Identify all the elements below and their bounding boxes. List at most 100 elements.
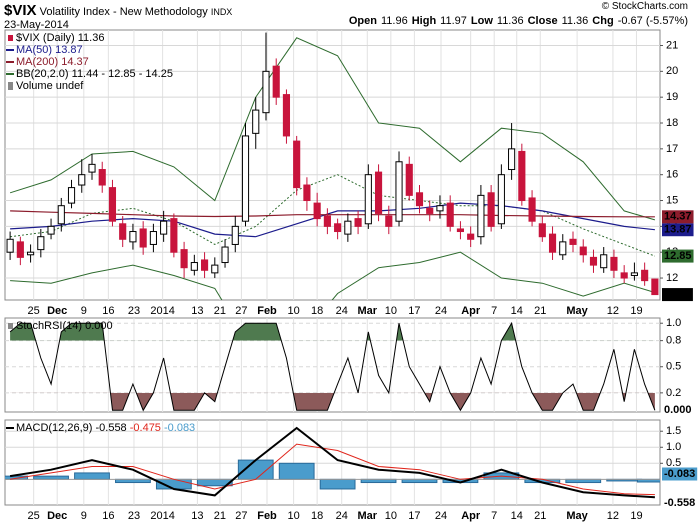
date: 23-May-2014 xyxy=(4,19,69,31)
x-tick-label: 10 xyxy=(385,510,397,522)
candle-body xyxy=(282,94,291,137)
x-tick-label: 10 xyxy=(287,305,299,317)
last-value-box xyxy=(662,403,694,417)
candle-body xyxy=(334,223,342,233)
x-tick-label: 23 xyxy=(128,305,140,317)
y-tick-label: 12 xyxy=(666,272,678,284)
exchange: INDX xyxy=(210,7,233,17)
y-tick-label: 21 xyxy=(666,39,678,51)
panel-frame xyxy=(4,29,661,301)
candle-body xyxy=(415,192,424,207)
x-tick-label: 24 xyxy=(435,510,447,522)
x-tick-label: 18 xyxy=(311,305,323,317)
x-tick-label: 19 xyxy=(630,510,642,522)
x-tick-label: 13 xyxy=(191,305,203,317)
candle-body xyxy=(252,109,260,134)
candle-body xyxy=(467,233,475,240)
legend-text: 0.000 xyxy=(85,320,113,332)
plot-area xyxy=(9,321,656,412)
candle-body xyxy=(57,205,65,225)
quote-value: 11.36 xyxy=(561,15,589,27)
y-tick-label: 1.0 xyxy=(666,441,681,453)
x-tick-label: 12 xyxy=(607,510,619,522)
last-value: 0.000 xyxy=(664,404,692,416)
x-tick-label: 14 xyxy=(511,305,523,317)
last-value: 11.36 xyxy=(664,288,691,300)
candle-body xyxy=(528,197,536,222)
candle-body xyxy=(129,231,137,243)
last-value-box xyxy=(662,496,698,510)
x-tick-label: 9 xyxy=(81,510,87,522)
last-value: 14.37 xyxy=(664,211,692,223)
x-tick-label: 21 xyxy=(214,510,226,522)
y-tick-label: 19 xyxy=(666,91,678,103)
candle-body xyxy=(456,228,464,233)
legend-text: $VIX (Daily) xyxy=(16,32,78,44)
candle-body xyxy=(497,174,505,225)
candle-body xyxy=(221,246,229,264)
x-tick-label: 18 xyxy=(311,510,323,522)
x-tick-label: 2014 xyxy=(150,305,174,317)
candle-body xyxy=(119,223,127,240)
x-tick-label: Dec xyxy=(47,510,67,522)
x-tick-label: 7 xyxy=(491,305,497,317)
candle-body xyxy=(610,256,618,271)
candle-body xyxy=(538,223,546,238)
candle-body xyxy=(241,135,250,222)
plot-area xyxy=(6,32,659,300)
moving-average xyxy=(10,202,655,238)
x-tick-label: Mar xyxy=(358,510,378,522)
y-tick-label: 0.5 xyxy=(666,457,681,469)
candle-body xyxy=(262,70,270,114)
quote-value: 11.97 xyxy=(440,15,467,27)
candle-body xyxy=(508,148,516,171)
x-tick-label: 13 xyxy=(191,510,203,522)
x-tick-label: 21 xyxy=(214,305,226,317)
legend-text: StochRSI(14) xyxy=(16,320,85,332)
candle-body xyxy=(231,225,239,245)
x-tick-label: May xyxy=(566,510,588,522)
candle-body xyxy=(201,259,209,271)
candle-body xyxy=(67,187,76,204)
candle-body xyxy=(170,218,178,253)
quote-label: Open xyxy=(348,15,377,27)
candle-body xyxy=(477,194,485,238)
x-tick-label: 24 xyxy=(336,305,348,317)
legend-text: MACD(12,26,9) xyxy=(16,422,95,434)
last-value: 13.87 xyxy=(664,224,692,236)
x-tick-label: 17 xyxy=(408,305,420,317)
candle-body xyxy=(385,215,393,227)
x-tick-label: 7 xyxy=(491,510,497,522)
x-tick-label: 23 xyxy=(128,510,140,522)
legend-entry: MA(200) 14.37 xyxy=(16,56,89,68)
legend-text: MA(200) xyxy=(16,56,61,68)
candle-body xyxy=(303,184,311,202)
legend-text: 11.44 - 12.85 - 14.25 xyxy=(72,68,173,80)
candle-body xyxy=(293,140,301,189)
candle-body xyxy=(211,264,219,274)
x-tick-label: 16 xyxy=(102,510,114,522)
histogram-bar xyxy=(74,472,110,480)
x-tick-label: 27 xyxy=(235,510,247,522)
bb-upper xyxy=(9,37,656,221)
candle-body xyxy=(190,262,198,271)
quote-row: Open 11.96 High 11.97 Low 11.36 Close 11.36 Chg -… xyxy=(345,15,688,27)
quote-value: 11.96 xyxy=(381,15,408,27)
symbol: $VIX xyxy=(4,2,37,19)
candle-body xyxy=(426,207,434,214)
candle-body xyxy=(313,202,321,220)
candle-body xyxy=(651,278,659,296)
candle-body xyxy=(344,220,352,235)
candle-body xyxy=(78,174,86,186)
candle-body xyxy=(180,249,188,269)
legend-text: 14.37 xyxy=(61,56,89,68)
quote-label: Close xyxy=(527,15,558,27)
y-tick-label: 16 xyxy=(666,169,678,181)
x-tick-label: 9 xyxy=(81,305,87,317)
candle-body xyxy=(6,238,14,253)
x-tick-label: 27 xyxy=(235,305,247,317)
overbought-fill xyxy=(10,323,516,341)
legend-text: -0.558 xyxy=(95,422,129,434)
x-tick-label: Apr xyxy=(461,305,481,317)
x-tick-label: 24 xyxy=(435,305,447,317)
